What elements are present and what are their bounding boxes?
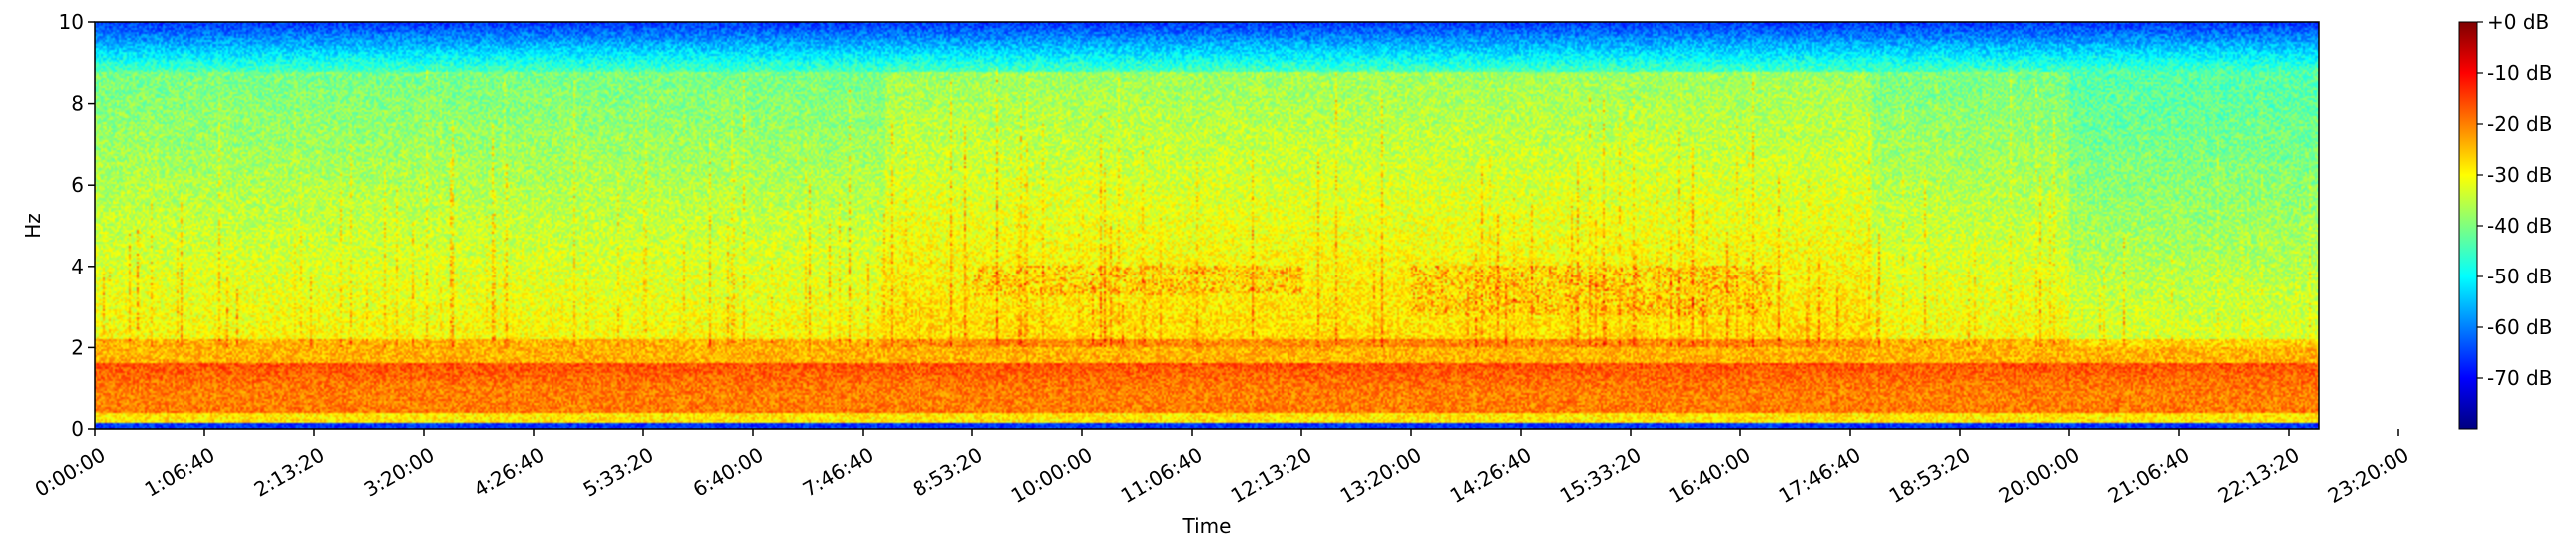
colorbar-tick-label: -20 dB xyxy=(2487,112,2552,136)
x-axis-title: Time xyxy=(1182,514,1232,538)
x-tick-label: 0:00:00 xyxy=(31,442,110,501)
x-tick-label: 3:20:00 xyxy=(360,442,439,501)
x-axis: 0:00:00 1:06:40 2:13:20 3:20:00 4:26:40 5:33:… xyxy=(31,429,2413,508)
colorbar-gradient xyxy=(2458,21,2478,430)
colorbar: +0 dB -10 dB -20 dB -30 dB -40 dB -50 dB -60 d… xyxy=(2458,10,2552,430)
x-tick-label: 20:00:00 xyxy=(1995,442,2084,508)
x-tick-label: 16:40:00 xyxy=(1665,442,1755,508)
y-tick-label: 2 xyxy=(71,335,84,359)
x-tick-label: 18:53:20 xyxy=(1885,442,1975,508)
x-tick-label: 6:40:00 xyxy=(689,442,768,501)
x-tick-label: 14:26:40 xyxy=(1446,442,1536,508)
y-tick-label: 4 xyxy=(71,255,84,278)
colorbar-ticks: +0 dB -10 dB -20 dB -30 dB -40 dB -50 dB -60 d… xyxy=(2477,10,2552,390)
x-tick-label: 23:20:00 xyxy=(2324,442,2413,508)
spectrogram-image xyxy=(95,22,2319,429)
x-tick-label: 11:06:40 xyxy=(1117,442,1207,508)
colorbar-tick-label: -50 dB xyxy=(2487,265,2552,288)
x-tick-label: 2:13:20 xyxy=(250,442,329,501)
colorbar-tick-label: -10 dB xyxy=(2487,61,2552,85)
x-tick-label: 21:06:40 xyxy=(2104,442,2194,508)
x-tick-label: 7:46:40 xyxy=(799,442,878,501)
plot-frame xyxy=(94,21,2320,430)
x-tick-label: 13:20:00 xyxy=(1336,442,1426,508)
colorbar-tick-label: -40 dB xyxy=(2487,214,2552,238)
x-tick-label: 5:33:20 xyxy=(579,442,658,501)
x-tick-label: 4:26:40 xyxy=(470,442,549,501)
x-tick-label: 17:46:40 xyxy=(1775,442,1865,508)
x-tick-label: 10:00:00 xyxy=(1007,442,1097,508)
y-tick-label: 10 xyxy=(59,10,84,34)
colorbar-tick-label: -60 dB xyxy=(2487,315,2552,339)
colorbar-tick-label: -70 dB xyxy=(2487,366,2552,390)
colorbar-tick-label: +0 dB xyxy=(2487,10,2549,34)
x-tick-label: 8:53:20 xyxy=(909,442,987,501)
y-axis: 0 2 4 6 8 10 xyxy=(59,10,95,441)
y-tick-label: 6 xyxy=(71,173,84,197)
x-tick-label: 22:13:20 xyxy=(2214,442,2304,508)
y-axis-title: Hz xyxy=(21,213,45,239)
colorbar-tick-label: -30 dB xyxy=(2487,163,2552,187)
y-tick-label: 0 xyxy=(71,417,84,441)
y-tick-label: 8 xyxy=(71,92,84,116)
x-tick-label: 12:13:20 xyxy=(1227,442,1316,508)
x-tick-label: 15:33:20 xyxy=(1556,442,1646,508)
x-tick-label: 1:06:40 xyxy=(141,442,219,501)
plot-area xyxy=(94,21,2320,430)
